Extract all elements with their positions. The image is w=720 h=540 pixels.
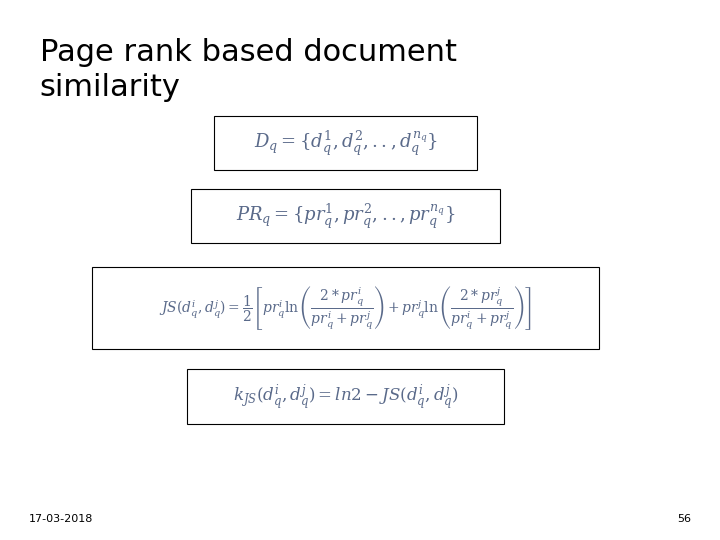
Text: Page rank based document
similarity: Page rank based document similarity [40, 38, 456, 102]
Text: $D_q = \{d_q^1, d_q^2, .., d_q^{n_q}\}$: $D_q = \{d_q^1, d_q^2, .., d_q^{n_q}\}$ [253, 129, 438, 158]
Text: $k_{JS}(d_q^i, d_q^j) = ln2 - JS(d_q^i, d_q^j)$: $k_{JS}(d_q^i, d_q^j) = ln2 - JS(d_q^i, … [233, 382, 459, 412]
Text: $JS(d_q^i, d_q^j) = \dfrac{1}{2}\left[pr_q^i \ln\left(\dfrac{2 * pr_q^i}{pr_q^i : $JS(d_q^i, d_q^j) = \dfrac{1}{2}\left[pr… [159, 284, 532, 332]
Text: $PR_q = \{pr_q^1, pr_q^2, .., pr_q^{n_q}\}$: $PR_q = \{pr_q^1, pr_q^2, .., pr_q^{n_q}… [236, 201, 455, 231]
Text: 56: 56 [678, 514, 691, 524]
Text: 17-03-2018: 17-03-2018 [29, 514, 93, 524]
